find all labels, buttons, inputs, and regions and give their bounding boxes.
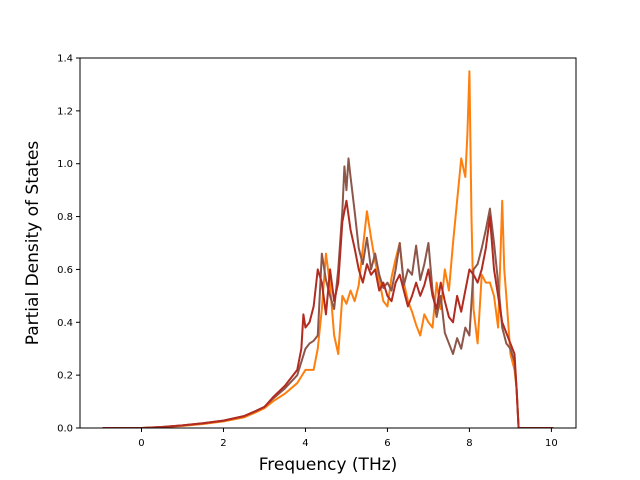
plot-frame (79, 57, 577, 429)
y-tick-label: 1.4 (57, 54, 73, 65)
x-tick-label: 2 (220, 438, 226, 449)
x-axis-title: Frequency (THz) (259, 455, 398, 475)
x-tick-label: 6 (384, 438, 390, 449)
y-tick-label: 0.2 (57, 371, 73, 382)
x-tick-label: 10 (545, 438, 558, 449)
y-tick-label: 1.2 (57, 106, 73, 117)
y-tick-label: 0.8 (57, 212, 73, 223)
x-tick-label: 8 (466, 438, 472, 449)
series-line-3 (102, 199, 554, 428)
y-axis: 0.0 0.2 0.4 0.6 0.8 1.0 1.2 1.4 (57, 54, 80, 435)
x-tick-label: 0 (138, 438, 144, 449)
series-layer (102, 70, 554, 428)
y-tick-label: 0.6 (57, 265, 73, 276)
y-tick-label: 0.4 (57, 318, 73, 329)
x-axis: 0 2 4 6 8 10 (138, 428, 558, 449)
y-axis-title: Partial Density of States (23, 141, 43, 346)
y-tick-label: 1.0 (57, 159, 73, 170)
series-line-2 (102, 157, 554, 428)
x-tick-label: 4 (302, 438, 308, 449)
y-tick-label: 0.0 (57, 424, 73, 435)
